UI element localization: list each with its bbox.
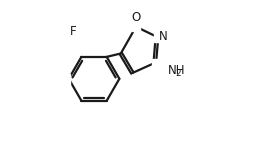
Text: 2: 2 <box>176 69 181 78</box>
Text: N: N <box>158 30 167 43</box>
Bar <box>64 74 70 85</box>
Bar <box>132 21 140 31</box>
Text: F: F <box>70 25 77 38</box>
Text: O: O <box>131 11 141 24</box>
Bar <box>154 32 160 42</box>
Text: NH: NH <box>168 64 185 77</box>
Bar <box>67 27 73 36</box>
Bar <box>152 59 158 67</box>
